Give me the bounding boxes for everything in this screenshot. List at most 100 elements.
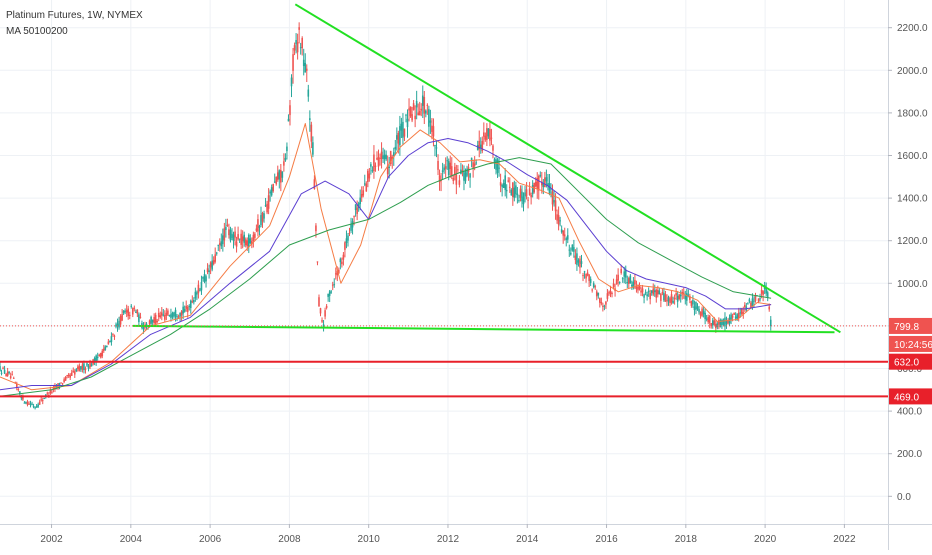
candle-body xyxy=(724,317,726,327)
candle-body xyxy=(496,159,499,173)
candle-body xyxy=(637,286,639,291)
candle-body xyxy=(568,249,571,251)
candle-body xyxy=(318,297,320,307)
candle-body xyxy=(131,308,134,315)
candle-body xyxy=(628,278,630,284)
candle-body xyxy=(379,157,381,159)
candle-body xyxy=(678,294,680,300)
chart-legend[interactable]: Platinum Futures, 1W, NYMEX MA 50100200 xyxy=(6,8,143,40)
x-tick-label: 2006 xyxy=(199,534,222,545)
candle-body xyxy=(554,200,557,212)
candle-body xyxy=(330,291,332,293)
candle-body xyxy=(266,203,268,213)
candle-body xyxy=(634,279,636,285)
candle-body xyxy=(313,179,316,189)
candle-body xyxy=(435,147,438,149)
candle-body xyxy=(733,312,735,315)
level-469-label-bg xyxy=(889,388,932,405)
candle-body xyxy=(273,181,276,183)
candle-body xyxy=(142,327,145,330)
candle-body xyxy=(215,252,218,254)
candle-body xyxy=(646,294,648,297)
candle-body xyxy=(157,312,160,318)
candle-body xyxy=(189,300,192,309)
candle-body xyxy=(486,128,488,140)
candle-body xyxy=(258,225,261,228)
candle-body xyxy=(734,316,737,319)
candle-body xyxy=(351,221,354,228)
x-tick-label: 2004 xyxy=(120,534,143,545)
candle-body xyxy=(624,269,627,278)
candle-body xyxy=(660,293,662,301)
candle-body xyxy=(167,310,169,315)
candle-body xyxy=(90,364,93,367)
candle-body xyxy=(647,290,650,293)
candle-body xyxy=(26,402,29,405)
candle-body xyxy=(25,401,27,404)
candle-body xyxy=(312,142,314,155)
x-tick-label: 2008 xyxy=(278,534,301,545)
candle-body xyxy=(374,165,377,167)
candle-body xyxy=(487,128,490,137)
candle-body xyxy=(263,213,265,219)
candle-body xyxy=(220,241,223,247)
candle-body xyxy=(113,335,116,337)
candle-body xyxy=(51,391,53,393)
candle-body xyxy=(768,306,771,310)
candle-body xyxy=(641,288,644,293)
candle-body xyxy=(759,298,761,300)
candle-body xyxy=(635,286,638,289)
candle-body xyxy=(171,313,174,318)
candle-body xyxy=(197,284,200,294)
candle-body xyxy=(293,45,296,51)
candle-body xyxy=(592,283,595,288)
candle-body xyxy=(582,275,584,277)
candle-body xyxy=(107,341,110,345)
candle-body xyxy=(544,177,546,188)
candle-body xyxy=(360,193,363,198)
candle-body xyxy=(405,114,407,116)
ma-indicator-label[interactable]: MA 50100200 xyxy=(6,26,68,37)
symbol-title[interactable]: Platinum Futures, 1W, NYMEX xyxy=(6,10,143,21)
candle-body xyxy=(0,372,3,374)
y-tick-label: 400.0 xyxy=(897,407,922,418)
candle-body xyxy=(63,379,65,382)
candle-body xyxy=(536,178,539,190)
candle-body xyxy=(537,176,540,191)
candle-body xyxy=(305,68,308,71)
candle-body xyxy=(151,319,154,323)
candle-body xyxy=(246,240,249,247)
candle-body xyxy=(164,315,166,320)
candle-body xyxy=(705,318,708,320)
candle-body xyxy=(731,315,734,318)
candle-body xyxy=(672,300,674,303)
trendline xyxy=(294,3,841,334)
candle-body xyxy=(37,404,39,407)
candle-body xyxy=(499,182,502,186)
candle-body xyxy=(206,268,209,273)
candle-body xyxy=(695,301,697,310)
candle-body xyxy=(693,306,696,311)
candle-body xyxy=(174,309,177,317)
x-tick-label: 2016 xyxy=(595,534,618,545)
candle-body xyxy=(223,228,226,241)
candle-body xyxy=(553,199,555,203)
candle-body xyxy=(238,238,241,240)
candle-body xyxy=(522,196,525,205)
candle-body xyxy=(348,232,351,234)
candle-body xyxy=(249,238,252,244)
candle-body xyxy=(58,383,61,386)
candle-body xyxy=(35,406,38,408)
candle-body xyxy=(307,89,310,97)
x-tick-label: 2020 xyxy=(754,534,777,545)
candle-body xyxy=(760,289,763,294)
candle-body xyxy=(19,391,21,394)
candle-body xyxy=(191,301,194,303)
candle-body xyxy=(644,292,647,294)
candle-body xyxy=(396,135,398,140)
candle-body xyxy=(508,186,511,188)
candle-body xyxy=(512,182,514,197)
candle-body xyxy=(316,261,319,263)
